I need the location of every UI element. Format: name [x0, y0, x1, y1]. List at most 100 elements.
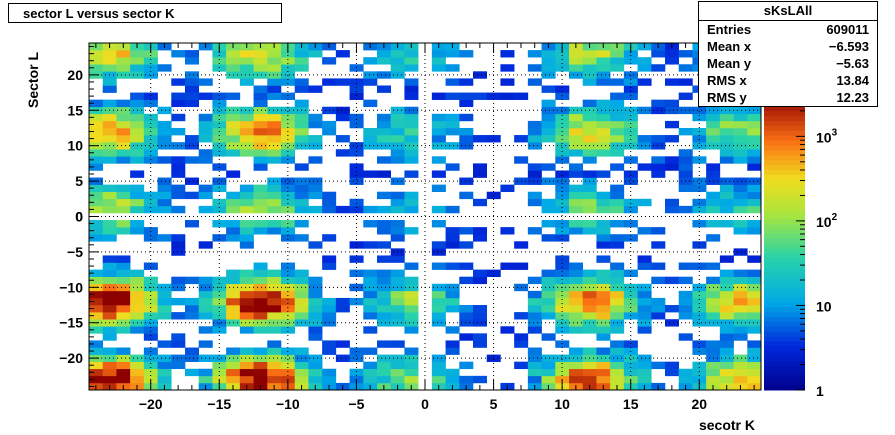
heatmap-cell — [610, 191, 625, 200]
heatmap-cell — [569, 198, 584, 207]
heatmap-cell — [514, 156, 529, 164]
heatmap-cell — [445, 305, 460, 313]
heatmap-cell — [747, 340, 762, 348]
heatmap-cell — [267, 290, 282, 299]
heatmap-cell — [349, 205, 364, 214]
heatmap-cell — [130, 198, 145, 207]
heatmap-cell — [555, 227, 570, 235]
heatmap-cell — [267, 340, 282, 348]
heatmap-cell — [294, 368, 309, 377]
heatmap-cell — [157, 305, 172, 313]
grid-lines — [89, 43, 761, 390]
heatmap-cell — [130, 305, 145, 313]
heatmap-cell — [596, 205, 611, 214]
heatmap-cell — [281, 198, 296, 207]
heatmap-cell — [596, 269, 611, 277]
heatmap-cell — [555, 85, 570, 93]
heatmap-cell — [459, 142, 474, 150]
heatmap-cell — [116, 184, 131, 193]
heatmap-cell — [322, 340, 337, 348]
heatmap-cell — [212, 50, 227, 58]
heatmap-cell — [555, 326, 570, 334]
heatmap-cell — [623, 142, 638, 150]
heatmap-cell — [253, 354, 268, 362]
heatmap-cell — [473, 163, 488, 171]
heatmap-cell — [377, 312, 392, 320]
heatmap-cell — [569, 71, 584, 79]
heatmap-cell — [239, 71, 254, 79]
heatmap-cell — [527, 375, 542, 384]
heatmap-cell — [651, 312, 666, 320]
heatmap-cell — [747, 156, 762, 164]
heatmap-cell — [541, 163, 556, 171]
heatmap-cell — [322, 205, 337, 214]
stats-row-rms-x: RMS x 13.84 — [699, 72, 877, 89]
heatmap-cell — [445, 120, 460, 129]
color-scale-band — [764, 370, 805, 376]
color-scale-band — [764, 311, 805, 317]
heatmap-cell — [267, 177, 282, 185]
heatmap-cell — [569, 149, 584, 157]
heatmap-cell — [569, 57, 584, 65]
heatmap-cell — [226, 198, 241, 207]
heatmap-cell — [678, 312, 693, 320]
heatmap-cell — [102, 361, 117, 370]
heatmap-cell — [267, 64, 282, 72]
heatmap-cell — [459, 319, 474, 327]
heatmap-cell — [239, 184, 254, 193]
heatmap-cell — [610, 375, 625, 384]
heatmap-cell — [226, 113, 241, 122]
heatmap-cell — [733, 333, 748, 341]
heatmap-cell — [267, 85, 282, 93]
heatmap-cell — [143, 326, 158, 334]
heatmap-cell — [404, 170, 419, 178]
heatmap-cell — [226, 290, 241, 299]
heatmap-cell — [623, 234, 638, 242]
heatmap-cell — [541, 290, 556, 299]
heatmap-cell — [212, 142, 227, 150]
heatmap-cell — [157, 156, 172, 164]
heatmap-cell — [719, 198, 734, 207]
heatmap-cell — [102, 269, 117, 277]
heatmap-cell — [747, 127, 762, 136]
stats-value: −6.593 — [828, 39, 869, 54]
heatmap-cell — [541, 198, 556, 207]
heatmap-cell — [527, 170, 542, 178]
heatmap-cell — [281, 205, 296, 214]
heatmap-cell — [431, 113, 446, 122]
heatmap-cell — [569, 290, 584, 299]
heatmap-cell — [253, 347, 268, 355]
heatmap-cell — [473, 234, 488, 242]
heatmap-cell — [473, 135, 488, 143]
heatmap-cell — [116, 142, 131, 150]
heatmap-cell — [459, 177, 474, 185]
color-scale-band — [764, 233, 805, 239]
heatmap-cell — [431, 283, 446, 292]
heatmap-cell — [610, 205, 625, 214]
heatmap-cell — [404, 78, 419, 86]
heatmap-cell — [171, 50, 186, 58]
heatmap-cell — [322, 57, 337, 65]
heatmap-cell — [637, 297, 652, 306]
heatmap-cell — [665, 276, 680, 285]
y-tick-label: −15 — [59, 315, 83, 331]
x-tick-label: −20 — [139, 396, 163, 412]
heatmap-cell — [473, 375, 488, 384]
heatmap-cell — [527, 276, 542, 285]
heatmap-cell — [130, 361, 145, 370]
heatmap-cell — [610, 64, 625, 72]
heatmap-cell — [582, 375, 597, 384]
color-scale-band — [764, 194, 805, 200]
heatmap-cell — [733, 248, 748, 256]
heatmap-cell — [130, 297, 145, 306]
heatmap-cell — [308, 50, 323, 58]
heatmap-cell — [390, 205, 405, 214]
heatmap-cell — [294, 205, 309, 214]
heatmap-cell — [322, 198, 337, 207]
heatmap-cell — [281, 78, 296, 86]
heatmap-cell — [294, 269, 309, 277]
heatmap-cell — [171, 340, 186, 348]
color-scale-band — [764, 252, 805, 259]
heatmap-cell — [623, 57, 638, 65]
heatmap-cell — [747, 305, 762, 313]
